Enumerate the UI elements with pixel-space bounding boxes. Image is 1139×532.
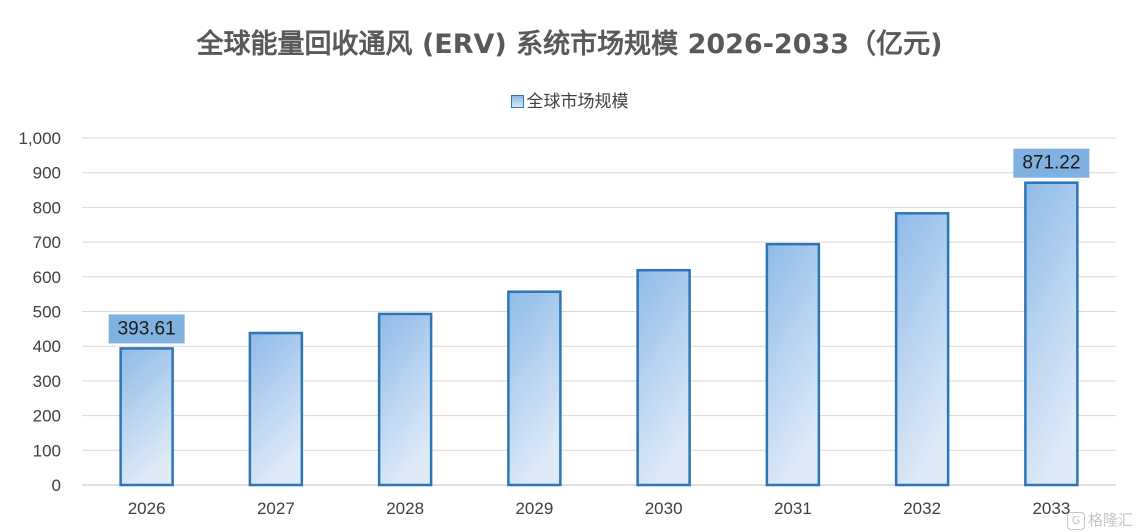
bar <box>248 331 304 487</box>
x-tick-label: 2029 <box>515 499 553 518</box>
y-tick-label: 0 <box>52 476 61 495</box>
data-label-box <box>1013 148 1090 178</box>
bar <box>765 242 821 487</box>
y-tick-label: 900 <box>33 164 61 183</box>
y-tick-label: 600 <box>33 268 61 287</box>
legend-swatch <box>510 95 524 108</box>
y-tick-label: 1,000 <box>18 129 61 148</box>
bar <box>377 312 433 487</box>
x-tick-label: 2030 <box>645 499 683 518</box>
chart-title: 全球能量回收通风 (ERV) 系统市场规模 2026-2033（亿元) <box>196 29 943 60</box>
legend: 全球市场规模 <box>0 87 1139 112</box>
data-label: 871.22 <box>1022 153 1080 174</box>
x-axis-tick-labels: 2026 2027 2028 2029 2030 2031 2032 2033 <box>128 499 1071 518</box>
y-tick-label: 300 <box>33 372 61 391</box>
x-tick-label: 2026 <box>128 499 166 518</box>
watermark-logo-icon: G <box>1066 512 1085 530</box>
bar <box>507 290 562 487</box>
y-axis-tick-labels: 0 100 200 300 400 500 600 700 800 900 1,000 <box>18 129 61 495</box>
bar <box>894 212 950 487</box>
y-tick-label: 100 <box>33 441 61 460</box>
y-tick-label: 400 <box>33 337 61 356</box>
x-tick-label: 2028 <box>386 499 424 518</box>
data-label: 393.61 <box>118 318 176 339</box>
y-tick-label: 800 <box>33 198 61 217</box>
gridlines <box>82 137 1116 486</box>
bar <box>119 347 174 487</box>
watermark-text: 格隆汇 <box>1087 511 1133 529</box>
x-tick-label: 2032 <box>903 499 941 518</box>
y-tick-label: 500 <box>33 303 61 322</box>
x-tick-label: 2027 <box>257 499 295 518</box>
y-tick-label: 700 <box>33 233 61 252</box>
watermark: G 格隆汇 <box>1066 509 1133 530</box>
x-tick-label: 2033 <box>1032 499 1070 518</box>
bar <box>636 268 691 487</box>
y-tick-label: 200 <box>33 407 61 426</box>
x-tick-label: 2031 <box>774 499 812 518</box>
data-label-box <box>108 314 185 344</box>
bar <box>1024 181 1079 487</box>
legend-label: 全球市场规模 <box>526 92 629 112</box>
data-labels: 393.61 871.22 <box>108 148 1090 344</box>
bars <box>119 181 1079 487</box>
